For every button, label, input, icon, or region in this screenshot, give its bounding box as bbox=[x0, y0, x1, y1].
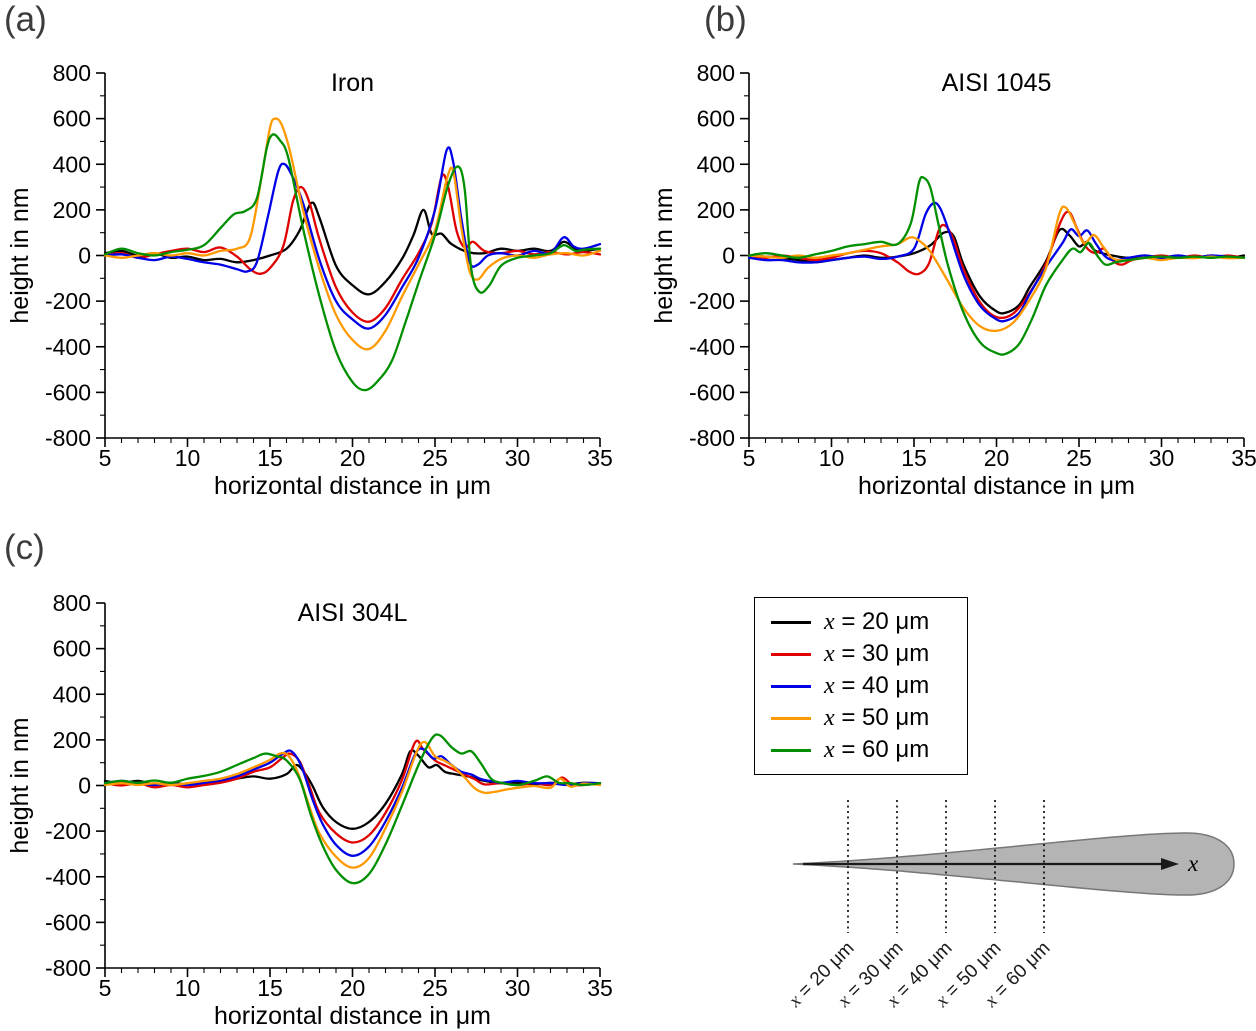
series-line-2 bbox=[103, 173, 602, 323]
legend-label: x = 30 μm bbox=[824, 640, 930, 667]
y-tick-label: 600 bbox=[697, 106, 735, 132]
panel-label-a: (a) bbox=[4, 0, 47, 39]
y-tick-label: 200 bbox=[53, 197, 91, 223]
y-axis-title: height in nm bbox=[650, 187, 678, 323]
legend-label: x = 60 μm bbox=[824, 736, 930, 763]
y-tick-label: 0 bbox=[78, 773, 91, 799]
x-tick-label: 20 bbox=[340, 975, 366, 1001]
series-line-5 bbox=[103, 733, 602, 885]
y-tick-label: 0 bbox=[722, 243, 735, 269]
series-line-3 bbox=[103, 146, 602, 330]
y-tick-label: 200 bbox=[53, 727, 91, 753]
x-axis-title: horizontal distance in μm bbox=[858, 472, 1135, 500]
y-tick-label: -400 bbox=[45, 864, 91, 890]
x-tick-label: 5 bbox=[99, 445, 112, 471]
legend: x = 20 μm x = 30 μm x = 40 μm x = 50 μm x = … bbox=[754, 597, 968, 775]
x-axis-title: horizontal distance in μm bbox=[214, 472, 491, 500]
series-line-2 bbox=[747, 210, 1246, 320]
legend-label: x = 20 μm bbox=[824, 608, 930, 635]
series-line-1 bbox=[103, 749, 602, 830]
x-tick-label: 10 bbox=[175, 445, 201, 471]
x-tick-label: 20 bbox=[340, 445, 366, 471]
series-line-4 bbox=[103, 117, 602, 351]
y-tick-label: 800 bbox=[53, 60, 91, 86]
x-tick-label: 25 bbox=[1066, 445, 1092, 471]
legend-line-sample bbox=[771, 684, 811, 688]
y-tick-label: -600 bbox=[45, 379, 91, 405]
x-tick-label: 5 bbox=[99, 975, 112, 1001]
legend-line-sample bbox=[771, 748, 811, 752]
series-line-2 bbox=[103, 739, 602, 844]
y-tick-label: -400 bbox=[45, 334, 91, 360]
chart-title: AISI 304L bbox=[298, 599, 408, 627]
x-tick-label: 25 bbox=[422, 445, 448, 471]
panel-label-c: (c) bbox=[4, 528, 45, 567]
y-tick-label: 0 bbox=[78, 243, 91, 269]
x-tick-label: 30 bbox=[505, 975, 531, 1001]
panel-label-b: (b) bbox=[704, 0, 747, 39]
y-tick-label: 600 bbox=[53, 636, 91, 662]
chart-aisi-304l: 5 10 15 20 25 30 35 -800 -600 -400 -200 0 200 400 600 8… bbox=[6, 590, 613, 1030]
legend-item-1: x = 20 μm bbox=[755, 606, 967, 638]
x-tick-label: 35 bbox=[587, 975, 613, 1001]
arrowhead-icon bbox=[1161, 858, 1179, 870]
series-line-4 bbox=[103, 740, 602, 869]
y-tick-label: -200 bbox=[45, 818, 91, 844]
series-line-3 bbox=[103, 747, 602, 857]
x-tick-label: 30 bbox=[505, 445, 531, 471]
x-tick-label: 15 bbox=[257, 445, 283, 471]
y-axis-title: height in nm bbox=[6, 717, 34, 853]
series-line-3 bbox=[747, 201, 1246, 323]
scratch-schematic: xx = 20 μmx = 30 μmx = 40 μmx = 50 μmx =… bbox=[784, 800, 1235, 1012]
chart-title: Iron bbox=[331, 69, 374, 97]
y-tick-label: -800 bbox=[45, 955, 91, 981]
legend-line-sample bbox=[771, 620, 811, 624]
series-line-1 bbox=[103, 201, 602, 296]
series-line-5 bbox=[747, 175, 1246, 356]
y-axis-title: height in nm bbox=[6, 187, 34, 323]
chart-aisi-1045: 5 10 15 20 25 30 35 -800 -600 -400 -200 0 200 400 600 8… bbox=[650, 60, 1256, 500]
chart-title: AISI 1045 bbox=[942, 69, 1052, 97]
series-line-1 bbox=[747, 227, 1246, 315]
x-tick-label: 10 bbox=[175, 975, 201, 1001]
x-tick-label: 15 bbox=[257, 975, 283, 1001]
x-tick-label: 35 bbox=[1231, 445, 1256, 471]
y-tick-label: 800 bbox=[697, 60, 735, 86]
legend-line-sample bbox=[771, 716, 811, 720]
legend-line-sample bbox=[771, 652, 811, 656]
x-tick-label: 15 bbox=[901, 445, 927, 471]
legend-label: x = 40 μm bbox=[824, 672, 930, 699]
y-tick-label: -400 bbox=[689, 334, 735, 360]
series-line-5 bbox=[103, 133, 602, 392]
y-tick-label: -200 bbox=[689, 288, 735, 314]
y-tick-label: 200 bbox=[697, 197, 735, 223]
y-tick-label: -600 bbox=[689, 379, 735, 405]
x-tick-label: 25 bbox=[422, 975, 448, 1001]
legend-item-5: x = 60 μm bbox=[755, 734, 967, 766]
y-tick-label: 400 bbox=[53, 681, 91, 707]
x-tick-label: 35 bbox=[587, 445, 613, 471]
arrow-label: x bbox=[1187, 851, 1199, 876]
y-tick-label: 600 bbox=[53, 106, 91, 132]
y-tick-label: -600 bbox=[45, 909, 91, 935]
y-tick-label: 400 bbox=[53, 151, 91, 177]
x-tick-label: 20 bbox=[984, 445, 1010, 471]
x-tick-label: 5 bbox=[743, 445, 756, 471]
y-tick-label: -800 bbox=[689, 425, 735, 451]
x-axis-title: horizontal distance in μm bbox=[214, 1002, 491, 1030]
legend-item-3: x = 40 μm bbox=[755, 670, 967, 702]
x-tick-label: 30 bbox=[1149, 445, 1175, 471]
y-tick-label: -800 bbox=[45, 425, 91, 451]
x-tick-label: 10 bbox=[819, 445, 845, 471]
legend-item-2: x = 30 μm bbox=[755, 638, 967, 670]
y-tick-label: 800 bbox=[53, 590, 91, 616]
chart-iron: 5 10 15 20 25 30 35 -800 -600 -400 -200 0 200 400 600 8… bbox=[6, 60, 613, 500]
legend-item-4: x = 50 μm bbox=[755, 702, 967, 734]
y-tick-label: 400 bbox=[697, 151, 735, 177]
y-tick-label: -200 bbox=[45, 288, 91, 314]
legend-label: x = 50 μm bbox=[824, 704, 930, 731]
